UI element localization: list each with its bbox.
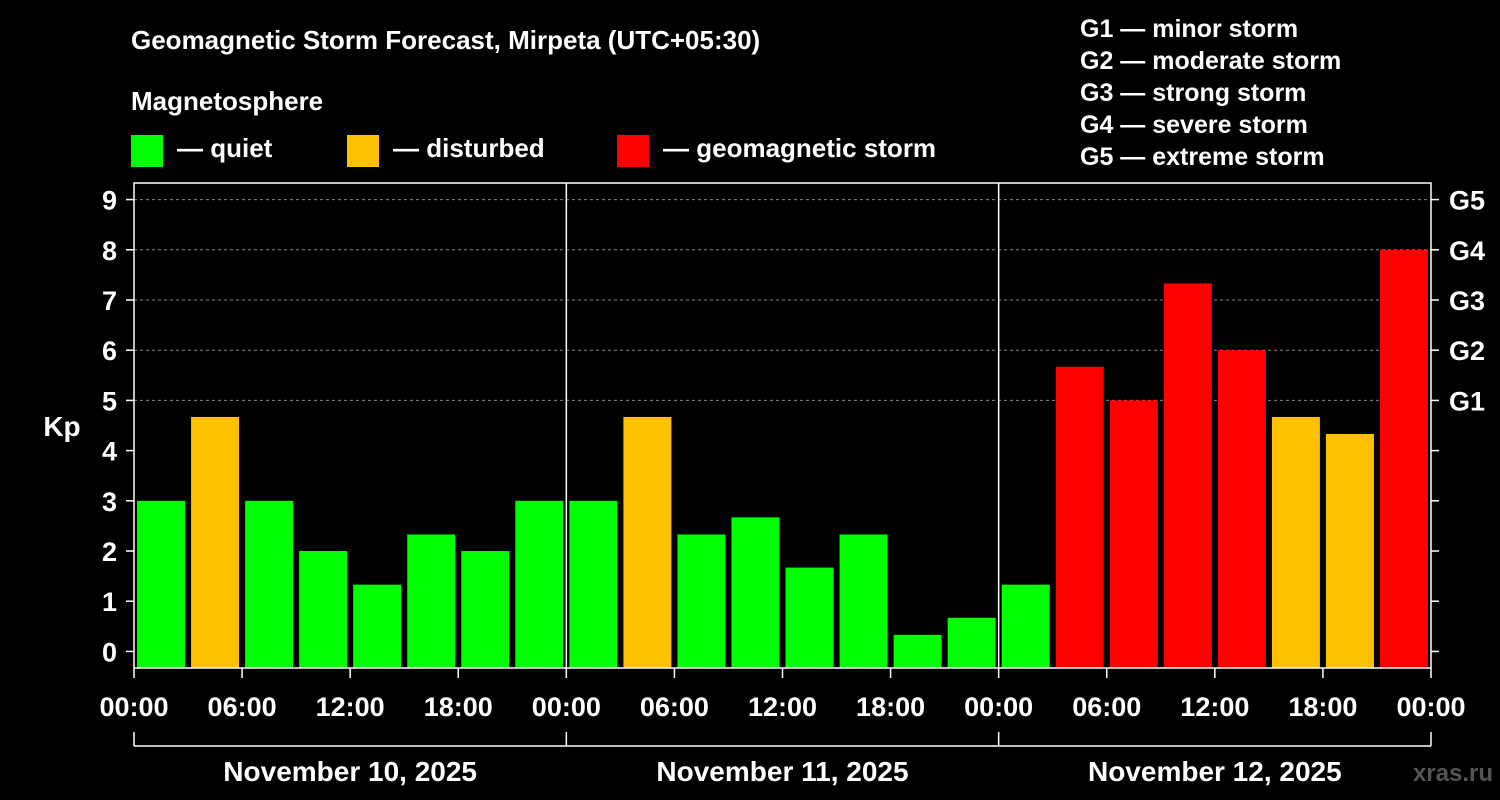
legend-swatch-disturbed <box>347 135 379 167</box>
kp-bar <box>893 634 942 668</box>
x-tick-label: 06:00 <box>208 692 277 722</box>
kp-bar <box>677 534 726 668</box>
y-tick-label: 5 <box>102 386 117 416</box>
x-tick-label: 00:00 <box>1396 692 1465 722</box>
kp-bar <box>515 500 564 668</box>
storm-scale-g3: G3 — strong storm <box>1080 79 1306 107</box>
x-tick-label: 18:00 <box>1288 692 1357 722</box>
chart-title: Geomagnetic Storm Forecast, Mirpeta (UTC… <box>131 25 760 55</box>
y-tick-label: 9 <box>102 186 117 216</box>
y-tick-label: 4 <box>102 437 117 467</box>
g-level-label: G2 <box>1449 336 1485 366</box>
x-tick-label: 12:00 <box>748 692 817 722</box>
kp-bar <box>1379 249 1428 668</box>
day-label: November 11, 2025 <box>656 756 908 787</box>
watermark: xras.ru <box>1413 760 1493 787</box>
y-tick-label: 6 <box>102 336 117 366</box>
x-tick-label: 06:00 <box>640 692 709 722</box>
legend-label-quiet: — quiet <box>177 133 273 163</box>
storm-scale-g1: G1 — minor storm <box>1080 15 1298 43</box>
kp-bar <box>569 500 618 668</box>
kp-bar <box>947 617 996 668</box>
y-tick-label: 8 <box>102 236 117 266</box>
legend-swatch-quiet <box>131 135 163 167</box>
y-tick-label: 1 <box>102 587 117 617</box>
x-tick-label: 00:00 <box>964 692 1033 722</box>
y-tick-label: 0 <box>102 637 117 667</box>
x-tick-label: 18:00 <box>424 692 493 722</box>
g-level-label: G1 <box>1449 386 1485 416</box>
kp-bar <box>191 416 240 668</box>
g-level-label: G4 <box>1449 236 1485 266</box>
x-tick-label: 12:00 <box>316 692 385 722</box>
g-level-label: G5 <box>1449 186 1485 216</box>
kp-bar <box>1217 350 1266 668</box>
legend-label-disturbed: — disturbed <box>393 133 545 163</box>
storm-scale-g5: G5 — extreme storm <box>1080 143 1325 171</box>
kp-bar <box>1271 416 1320 668</box>
kp-bar <box>1163 283 1212 668</box>
kp-bar <box>245 500 294 668</box>
legend-label-storm: — geomagnetic storm <box>663 133 936 163</box>
kp-bar <box>299 551 348 668</box>
kp-bar <box>1325 434 1374 668</box>
legend-heading: Magnetosphere <box>131 86 323 116</box>
axis-labels: 0 1 2 3 4 5 6 7 8 9 G1 G2 G3 G4 G5 00:00 06:00 12:00 18:00… <box>99 186 1485 787</box>
axes <box>126 182 1439 747</box>
y-tick-label: 7 <box>102 286 117 316</box>
legend-swatch-storm <box>617 135 649 167</box>
kp-bar <box>1109 400 1158 668</box>
kp-bar <box>623 416 672 668</box>
y-tick-label: 2 <box>102 537 117 567</box>
x-tick-label: 00:00 <box>99 692 168 722</box>
x-tick-label: 18:00 <box>856 692 925 722</box>
y-tick-label: 3 <box>102 487 117 517</box>
bar-series <box>137 249 1428 668</box>
g-level-label: G3 <box>1449 286 1485 316</box>
x-tick-label: 00:00 <box>532 692 601 722</box>
storm-scale-g2: G2 — moderate storm <box>1080 47 1341 75</box>
kp-bar <box>353 584 402 668</box>
day-label: November 12, 2025 <box>1088 756 1342 787</box>
storm-scale-g4: G4 — severe storm <box>1080 111 1308 139</box>
grid-lines <box>134 199 1431 401</box>
kp-bar <box>1055 366 1104 668</box>
kp-bar <box>839 534 888 668</box>
day-label: November 10, 2025 <box>223 756 477 787</box>
kp-bar <box>461 551 510 668</box>
kp-bar <box>407 534 456 668</box>
kp-bar <box>137 500 186 668</box>
kp-bar <box>1001 584 1050 668</box>
x-tick-label: 06:00 <box>1072 692 1141 722</box>
y-axis-label: Kp <box>43 411 80 442</box>
kp-bar <box>731 517 780 668</box>
x-tick-label: 12:00 <box>1180 692 1249 722</box>
kp-bar <box>785 567 834 668</box>
